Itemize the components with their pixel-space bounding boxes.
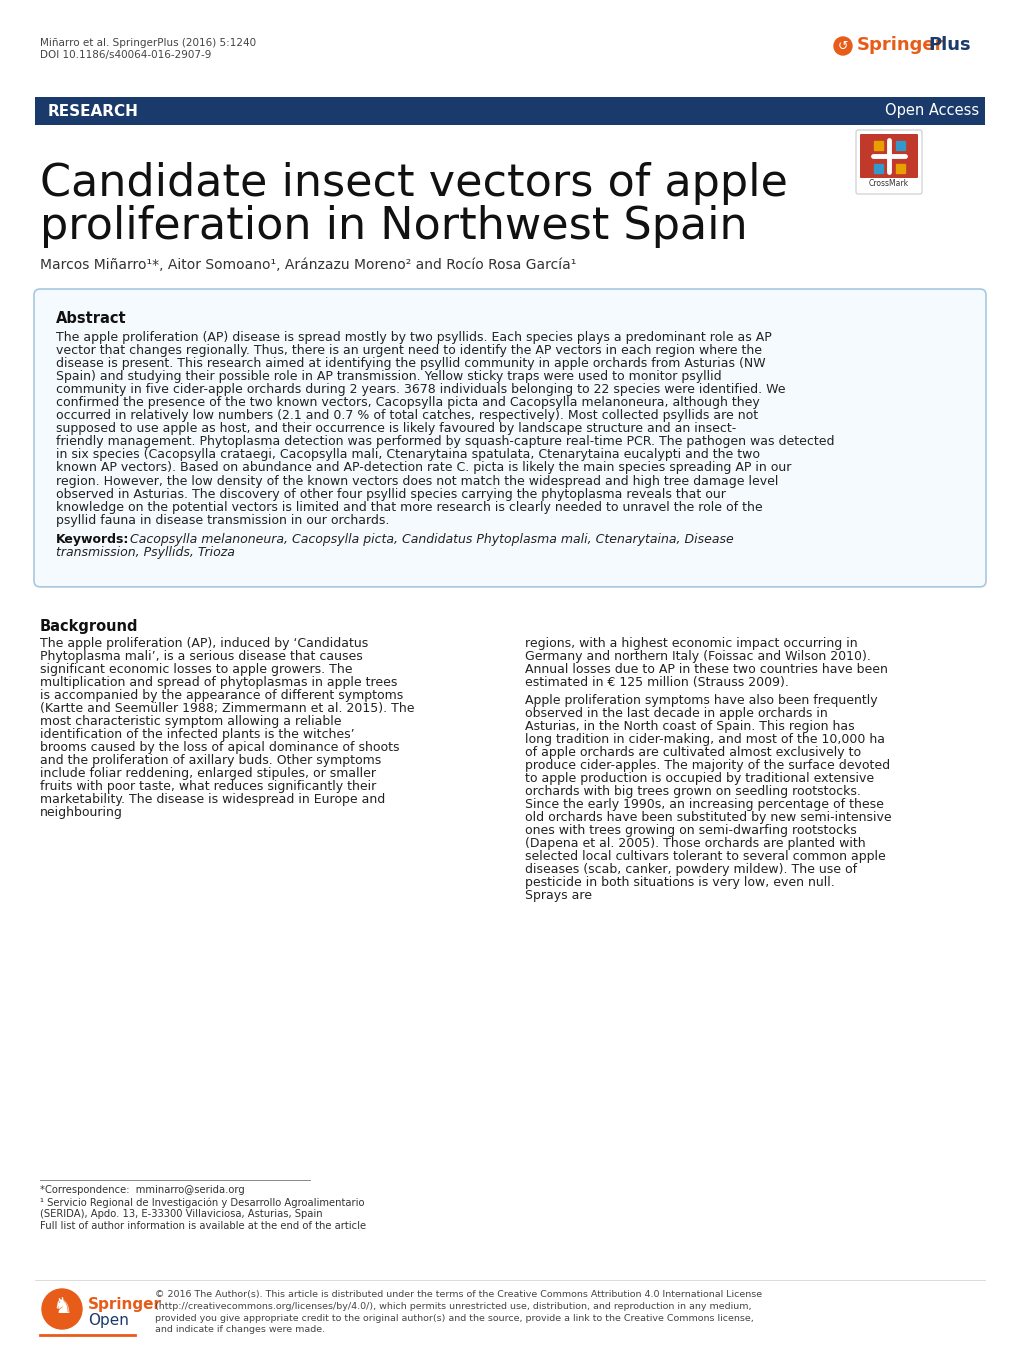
Text: vector that changes regionally. Thus, there is an urgent need to identify the AP: vector that changes regionally. Thus, th… (56, 344, 761, 358)
FancyBboxPatch shape (855, 130, 921, 194)
Text: to apple production is occupied by traditional extensive: to apple production is occupied by tradi… (525, 772, 873, 785)
Text: Germany and northern Italy (Foissac and Wilson 2010).: Germany and northern Italy (Foissac and … (525, 650, 870, 663)
Text: neighbouring: neighbouring (40, 806, 122, 820)
Text: Asturias, in the North coast of Spain. This region has: Asturias, in the North coast of Spain. T… (525, 720, 854, 733)
Text: marketability. The disease is widespread in Europe and: marketability. The disease is widespread… (40, 794, 385, 806)
Text: DOI 10.1186/s40064-016-2907-9: DOI 10.1186/s40064-016-2907-9 (40, 50, 211, 60)
FancyBboxPatch shape (34, 289, 985, 587)
Text: ¹ Servicio Regional de Investigación y Desarrollo Agroalimentario: ¹ Servicio Regional de Investigación y D… (40, 1196, 364, 1207)
Text: Spain) and studying their possible role in AP transmission. Yellow sticky traps : Spain) and studying their possible role … (56, 370, 720, 383)
Text: Background: Background (40, 619, 139, 634)
Text: CrossMark: CrossMark (868, 179, 908, 187)
Text: significant economic losses to apple growers. The: significant economic losses to apple gro… (40, 663, 353, 676)
Text: RESEARCH: RESEARCH (48, 103, 139, 118)
Circle shape (834, 37, 851, 56)
Text: Full list of author information is available at the end of the article: Full list of author information is avail… (40, 1221, 366, 1230)
FancyBboxPatch shape (859, 134, 917, 178)
Text: Plus: Plus (927, 37, 970, 54)
Text: Candidate insect vectors of apple: Candidate insect vectors of apple (40, 163, 787, 205)
Text: *Correspondence:  mminarro@serida.org: *Correspondence: mminarro@serida.org (40, 1186, 245, 1195)
Circle shape (42, 1289, 82, 1329)
Text: include foliar reddening, enlarged stipules, or smaller: include foliar reddening, enlarged stipu… (40, 767, 376, 780)
Text: of apple orchards are cultivated almost exclusively to: of apple orchards are cultivated almost … (525, 745, 860, 759)
Text: disease is present. This research aimed at identifying the psyllid community in : disease is present. This research aimed … (56, 358, 765, 370)
Text: confirmed the presence of the two known vectors, Cacopsylla picta and Cacopsylla: confirmed the presence of the two known … (56, 396, 759, 409)
Text: is accompanied by the appearance of different symptoms: is accompanied by the appearance of diff… (40, 690, 403, 702)
Text: occurred in relatively low numbers (2.1 and 0.7 % of total catches, respectively: occurred in relatively low numbers (2.1 … (56, 409, 757, 423)
Text: Phytoplasma mali’, is a serious disease that causes: Phytoplasma mali’, is a serious disease … (40, 650, 363, 663)
Text: The apple proliferation (AP), induced by ‘Candidatus: The apple proliferation (AP), induced by… (40, 637, 368, 650)
Text: brooms caused by the loss of apical dominance of shoots: brooms caused by the loss of apical domi… (40, 741, 399, 755)
Text: (Dapena et al. 2005). Those orchards are planted with: (Dapena et al. 2005). Those orchards are… (525, 837, 865, 850)
Text: observed in the last decade in apple orchards in: observed in the last decade in apple orc… (525, 706, 827, 720)
Text: multiplication and spread of phytoplasmas in apple trees: multiplication and spread of phytoplasma… (40, 676, 397, 688)
Text: psyllid fauna in disease transmission in our orchards.: psyllid fauna in disease transmission in… (56, 514, 389, 527)
Text: Open Access: Open Access (884, 103, 978, 118)
Text: (Kartte and Seemüller 1988; Zimmermann et al. 2015). The: (Kartte and Seemüller 1988; Zimmermann e… (40, 702, 414, 715)
Text: long tradition in cider-making, and most of the 10,000 ha: long tradition in cider-making, and most… (525, 733, 884, 745)
Bar (895, 141, 904, 150)
Text: selected local cultivars tolerant to several common apple: selected local cultivars tolerant to sev… (525, 850, 884, 863)
Text: ♞: ♞ (52, 1297, 72, 1317)
Text: most characteristic symptom allowing a reliable: most characteristic symptom allowing a r… (40, 715, 341, 728)
Text: fruits with poor taste, what reduces significantly their: fruits with poor taste, what reduces sig… (40, 780, 376, 794)
Text: Miñarro et al. SpringerPlus (2016) 5:1240: Miñarro et al. SpringerPlus (2016) 5:124… (40, 38, 256, 47)
Text: ones with trees growing on semi-dwarfing rootstocks: ones with trees growing on semi-dwarfing… (525, 824, 856, 837)
Text: and the proliferation of axillary buds. Other symptoms: and the proliferation of axillary buds. … (40, 755, 381, 767)
Text: estimated in € 125 million (Strauss 2009).: estimated in € 125 million (Strauss 2009… (525, 676, 788, 688)
Text: Marcos Miñarro¹*, Aitor Somoano¹, Aránzazu Moreno² and Rocío Rosa García¹: Marcos Miñarro¹*, Aitor Somoano¹, Aránza… (40, 257, 576, 272)
Text: © 2016 The Author(s). This article is distributed under the terms of the Creativ: © 2016 The Author(s). This article is di… (155, 1290, 761, 1335)
Text: Springer: Springer (856, 37, 944, 54)
Text: (SERIDA), Apdo. 13, E-33300 Villaviciosa, Asturias, Spain: (SERIDA), Apdo. 13, E-33300 Villaviciosa… (40, 1209, 322, 1220)
Text: Springer: Springer (88, 1298, 162, 1313)
Text: region. However, the low density of the known vectors does not match the widespr: region. However, the low density of the … (56, 474, 777, 488)
Text: pesticide in both situations is very low, even null.: pesticide in both situations is very low… (525, 877, 834, 889)
Text: transmission, Psyllids, Trioza: transmission, Psyllids, Trioza (56, 546, 234, 558)
Text: supposed to use apple as host, and their occurrence is likely favoured by landsc: supposed to use apple as host, and their… (56, 423, 736, 435)
Text: friendly management. Phytoplasma detection was performed by squash-capture real-: friendly management. Phytoplasma detecti… (56, 435, 834, 449)
Text: Annual losses due to AP in these two countries have been: Annual losses due to AP in these two cou… (525, 663, 887, 676)
Text: Sprays are: Sprays are (525, 889, 591, 902)
Text: observed in Asturias. The discovery of other four psyllid species carrying the p: observed in Asturias. The discovery of o… (56, 488, 726, 500)
Text: known AP vectors). Based on abundance and AP-detection rate C. picta is likely t: known AP vectors). Based on abundance an… (56, 462, 791, 474)
Text: Since the early 1990s, an increasing percentage of these: Since the early 1990s, an increasing per… (525, 798, 883, 810)
Text: diseases (scab, canker, powdery mildew). The use of: diseases (scab, canker, powdery mildew).… (525, 863, 856, 877)
Text: Cacopsylla melanoneura, Cacopsylla picta, Candidatus Phytoplasma mali, Ctenaryta: Cacopsylla melanoneura, Cacopsylla picta… (122, 533, 733, 546)
Bar (873, 141, 882, 150)
Text: old orchards have been substituted by new semi-intensive: old orchards have been substituted by ne… (525, 812, 891, 824)
Text: knowledge on the potential vectors is limited and that more research is clearly : knowledge on the potential vectors is li… (56, 500, 762, 514)
Text: Apple proliferation symptoms have also been frequently: Apple proliferation symptoms have also b… (525, 694, 876, 706)
Text: The apple proliferation (AP) disease is spread mostly by two psyllids. Each spec: The apple proliferation (AP) disease is … (56, 331, 771, 344)
Bar (873, 164, 882, 173)
Text: community in five cider-apple orchards during 2 years. 3678 individuals belongin: community in five cider-apple orchards d… (56, 383, 785, 396)
Text: orchards with big trees grown on seedling rootstocks.: orchards with big trees grown on seedlin… (525, 785, 860, 798)
Text: proliferation in Northwest Spain: proliferation in Northwest Spain (40, 205, 747, 248)
Text: Open: Open (88, 1313, 128, 1328)
FancyBboxPatch shape (35, 98, 984, 125)
Text: regions, with a highest economic impact occurring in: regions, with a highest economic impact … (525, 637, 857, 650)
Text: Abstract: Abstract (56, 312, 126, 327)
Text: in six species (Cacopsylla crataegi, Cacopsylla mali, Ctenarytaina spatulata, Ct: in six species (Cacopsylla crataegi, Cac… (56, 449, 759, 462)
Text: produce cider-apples. The majority of the surface devoted: produce cider-apples. The majority of th… (525, 759, 890, 772)
Text: Keywords:: Keywords: (56, 533, 129, 546)
Bar (895, 164, 904, 173)
Text: identification of the infected plants is the witches’: identification of the infected plants is… (40, 728, 355, 741)
Text: ↺: ↺ (837, 39, 848, 53)
